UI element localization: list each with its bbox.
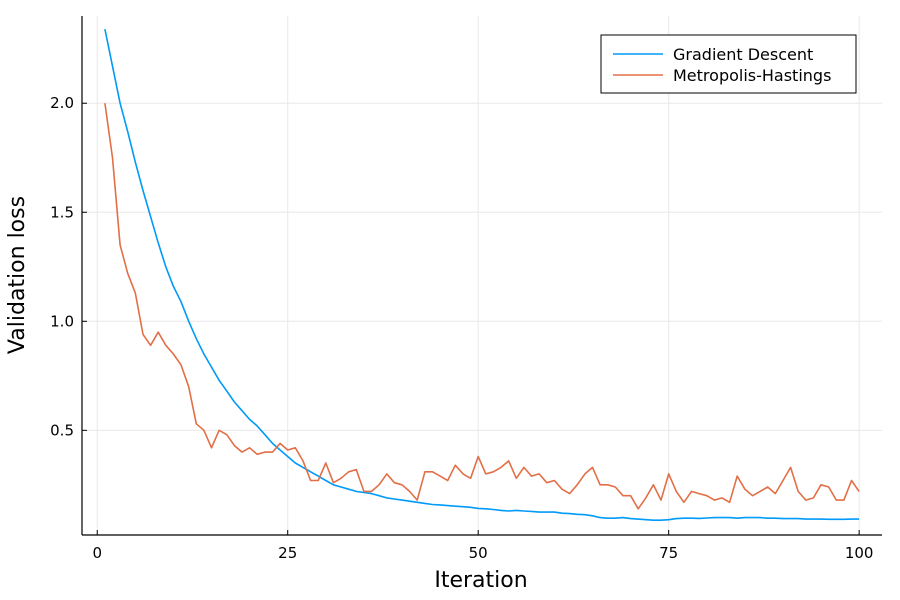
- legend-label-metropolis-hastings: Metropolis-Hastings: [673, 66, 831, 85]
- y-tick-label: 2.0: [50, 94, 74, 112]
- y-tick-label: 0.5: [50, 421, 74, 439]
- legend-box: [600, 34, 857, 94]
- x-tick-label: 25: [278, 544, 297, 562]
- y-tick-label: 1.5: [50, 203, 74, 221]
- x-axis-title: Iteration: [434, 568, 527, 593]
- legend: Gradient Descent Metropolis-Hastings: [600, 34, 857, 94]
- series-layer: [104, 28, 860, 522]
- legend-label-gradient-descent: Gradient Descent: [673, 45, 813, 64]
- x-tick-label: 50: [469, 544, 488, 562]
- axes: [81, 16, 882, 536]
- y-axis-title: Validation loss: [5, 196, 30, 354]
- series-line-gradient-descent: [104, 28, 860, 522]
- x-tick-label: 75: [659, 544, 678, 562]
- y-tick-label: 1.0: [50, 312, 74, 330]
- series-line-metropolis-hastings: [104, 103, 860, 510]
- x-tick-label: 0: [92, 544, 102, 562]
- ticks: 0 25 50 75 100 0.5 1.0 1.5 2.0: [50, 94, 873, 562]
- grid: [82, 16, 882, 535]
- x-tick-label: 100: [845, 544, 874, 562]
